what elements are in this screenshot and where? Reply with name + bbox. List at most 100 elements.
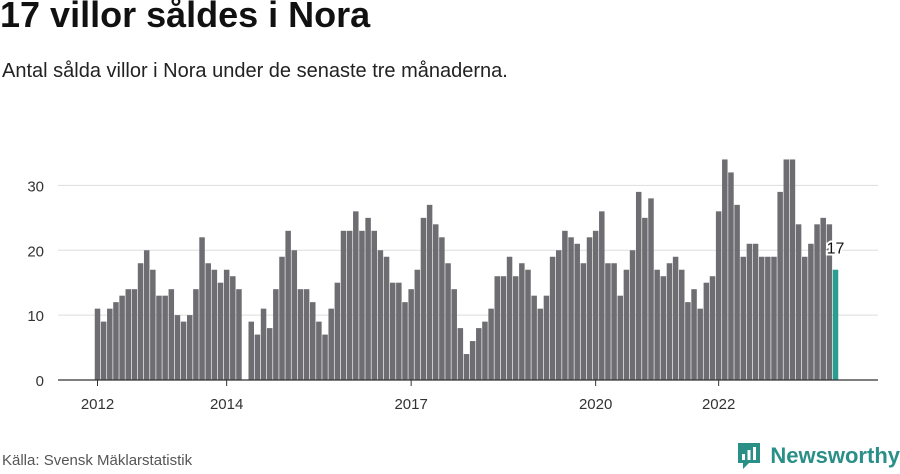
bar (820, 217, 826, 380)
bar (654, 269, 660, 380)
bar (297, 289, 304, 380)
bar (519, 263, 525, 380)
bar (371, 230, 377, 380)
bar (174, 315, 181, 380)
x-tick-label: 2020 (579, 396, 612, 413)
bar (592, 230, 599, 380)
bar (611, 263, 617, 380)
bar (162, 295, 168, 380)
axis-layer: 0 10 20 30 2012 2014 2017 2020 2022 17 (27, 178, 878, 413)
bar (279, 256, 285, 380)
bar (697, 308, 703, 380)
bar (722, 159, 728, 380)
bar (672, 256, 679, 380)
bar (322, 334, 328, 380)
bar (100, 321, 107, 380)
bar (346, 230, 353, 380)
y-tick-label: 10 (27, 308, 44, 325)
bar (648, 198, 654, 380)
bar (131, 289, 138, 380)
bar (125, 289, 131, 380)
bar (599, 211, 605, 380)
bar (254, 334, 261, 380)
bar (525, 269, 531, 380)
bar (310, 302, 316, 380)
source-note: Källa: Svensk Mäklarstatistik (2, 452, 193, 469)
bar (752, 243, 759, 380)
chart-title: 17 villor såldes i Nora (0, 0, 371, 35)
bar (230, 276, 236, 380)
bar (439, 237, 445, 380)
bar (703, 282, 710, 380)
bar (328, 308, 334, 380)
bar (113, 302, 119, 380)
bar (211, 269, 218, 380)
bar (715, 211, 722, 380)
bar (482, 321, 488, 380)
bar (740, 256, 746, 380)
bar (187, 315, 193, 380)
bar (150, 269, 156, 380)
bar (679, 269, 685, 380)
bar (709, 276, 716, 380)
bar (389, 282, 396, 380)
bar (469, 341, 476, 380)
bar (420, 217, 427, 380)
bar (543, 295, 550, 380)
bar (180, 321, 187, 380)
bar (531, 295, 537, 380)
brand: Newsworthy (736, 441, 900, 471)
bar (685, 302, 691, 380)
brand-name: Newsworthy (770, 443, 900, 468)
bar (193, 289, 199, 380)
newsworthy-logo-icon (738, 443, 761, 469)
x-tick-label: 2012 (81, 396, 114, 413)
bar (476, 328, 482, 380)
bar (586, 237, 593, 380)
bar (777, 191, 783, 380)
bar (377, 250, 384, 380)
bar (383, 256, 390, 380)
highlight-data-label: 17 (827, 241, 845, 258)
bar (574, 243, 580, 380)
bar (205, 263, 211, 380)
bar (353, 211, 359, 380)
bar (605, 263, 611, 380)
bar (340, 230, 347, 380)
y-tick-label: 30 (27, 178, 44, 195)
bar (143, 250, 150, 380)
bar (334, 282, 341, 380)
bar (494, 276, 500, 380)
bar (107, 308, 113, 380)
bar (236, 289, 242, 380)
bar (795, 224, 802, 380)
bar (629, 250, 636, 380)
bar (365, 217, 371, 380)
y-tick-label: 0 (36, 373, 44, 390)
bar (814, 224, 820, 380)
bar (463, 354, 470, 380)
bar (316, 321, 322, 380)
bar (137, 263, 144, 380)
bar (445, 263, 451, 380)
bar (260, 308, 267, 380)
bar (771, 256, 777, 380)
bar (223, 269, 230, 380)
bar (783, 159, 790, 380)
bar (746, 243, 753, 380)
bar (666, 263, 673, 380)
bar (156, 295, 162, 380)
bar (562, 230, 568, 380)
bar-highlight (832, 269, 839, 380)
bar (500, 276, 507, 380)
bar (537, 308, 544, 380)
x-tick-label: 2022 (702, 396, 735, 413)
bar (402, 302, 408, 380)
bar (94, 308, 101, 380)
bar (549, 256, 556, 380)
bar (734, 204, 740, 380)
y-tick-label: 20 (27, 243, 44, 260)
bar (506, 256, 513, 380)
bar (248, 321, 254, 380)
